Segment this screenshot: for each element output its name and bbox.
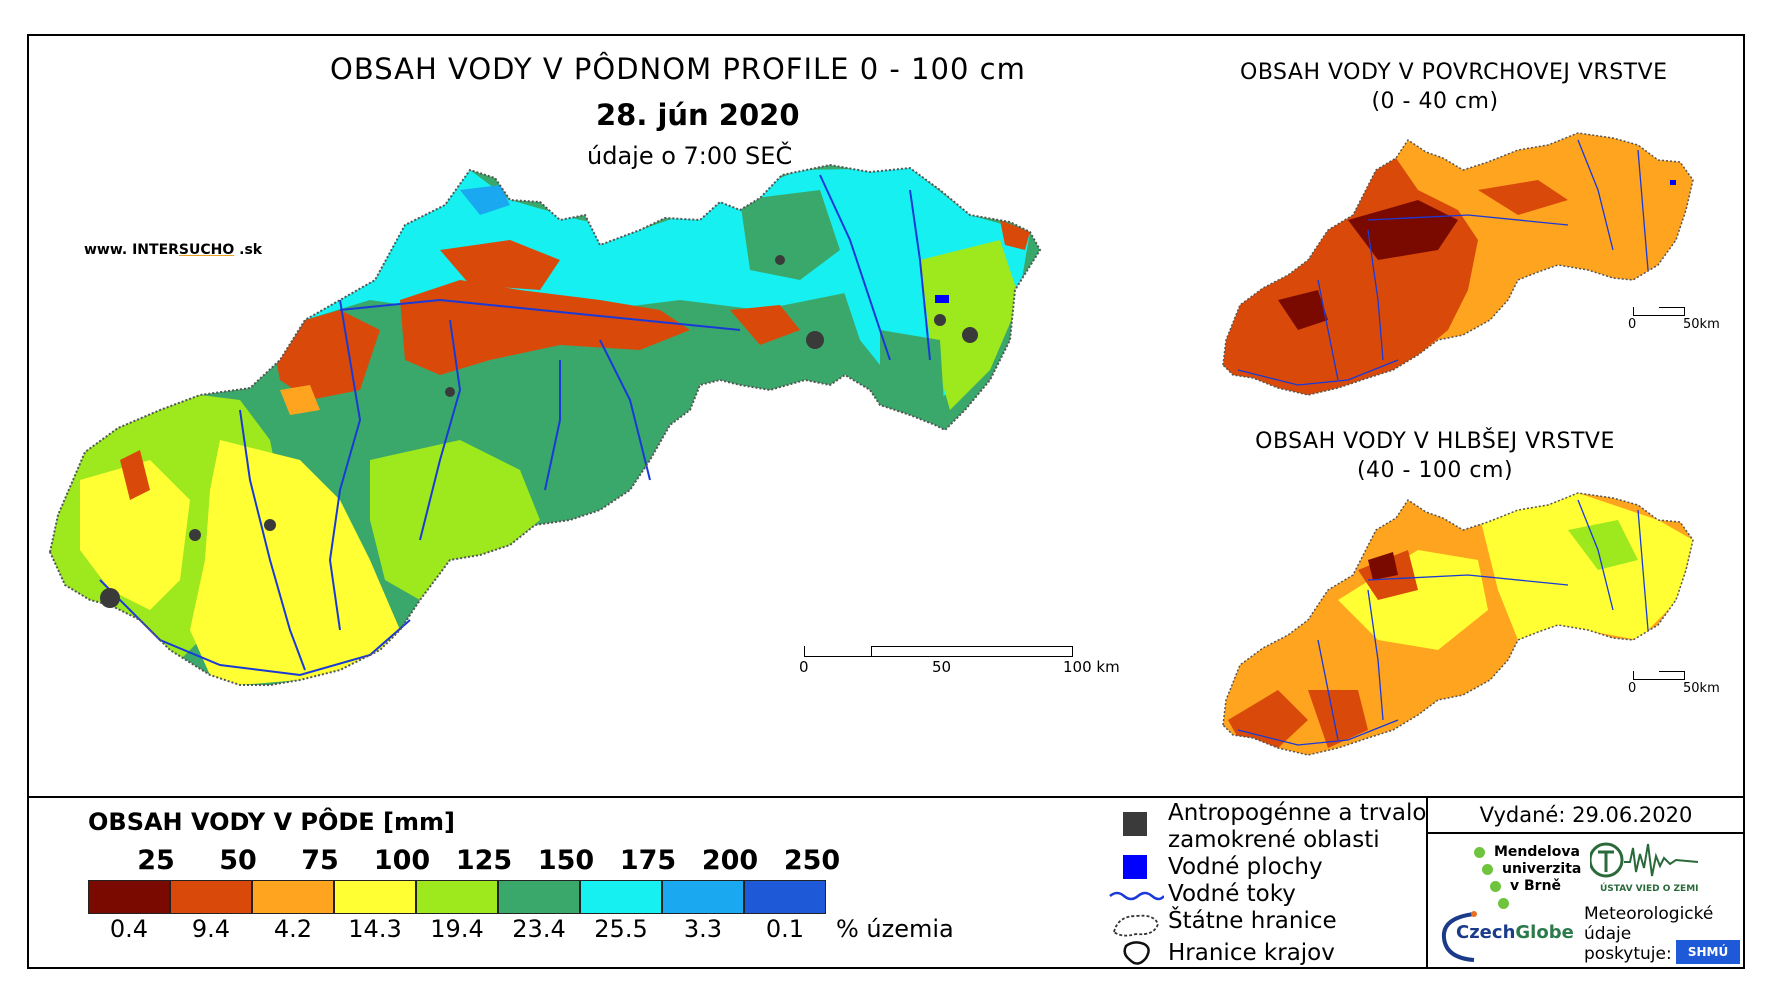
main-scale-50: 50 <box>932 658 952 676</box>
main-scale-bar <box>804 646 1073 657</box>
main-scale-0: 0 <box>799 658 809 676</box>
legend-percent: 14.3 <box>348 915 402 943</box>
legend-threshold: 250 <box>783 845 841 876</box>
inset-surface-scale <box>1633 307 1685 316</box>
inset-deep-scale <box>1633 671 1685 680</box>
inset-surface-scale-0: 0 <box>1628 317 1637 332</box>
legend-swatch <box>88 880 170 914</box>
meteo-line1: Meteorologické <box>1584 904 1714 924</box>
legend-threshold: 100 <box>373 845 431 876</box>
czechglobe-a: Czech <box>1456 922 1516 943</box>
legend-threshold: 75 <box>301 845 339 876</box>
key-regions: Hranice krajov <box>1168 940 1335 966</box>
legend-swatch <box>662 880 744 914</box>
water-swatch <box>1123 855 1147 879</box>
czechglobe-b: Globe <box>1515 922 1574 943</box>
legend-swatch <box>252 880 334 914</box>
legend-percent: 4.2 <box>273 915 313 943</box>
inset-surface-title-1: OBSAH VODY V POVRCHOVEJ VRSTVE <box>1240 60 1668 85</box>
website-label[interactable]: www. INTERSUCHO .sk <box>84 242 262 258</box>
inset-surface-map <box>1218 130 1738 410</box>
map-frame <box>27 34 1745 969</box>
legend-swatch <box>498 880 580 914</box>
inset-deep-map <box>1218 490 1738 770</box>
main-scale-100: 100 km <box>1063 658 1120 676</box>
info-divider <box>1426 796 1428 969</box>
river-symbol <box>1109 891 1164 901</box>
czechglobe-arc-icon <box>1441 911 1477 962</box>
inset-deep-title-2: (40 - 100 cm) <box>1356 458 1514 483</box>
time-subtitle: údaje o 7:00 SEČ <box>587 142 793 170</box>
inset-surface-title-2: (0 - 40 cm) <box>1371 89 1499 114</box>
mendel-line3: v Brně <box>1510 878 1562 894</box>
legend-threshold: 125 <box>455 845 513 876</box>
legend-divider <box>27 796 1745 798</box>
website-suffix: .sk <box>234 242 263 258</box>
legend-percent: 23.4 <box>512 915 566 943</box>
legend-percent: 0.4 <box>109 915 149 943</box>
mendel-logo[interactable]: Mendelova univerzita v Brně <box>1470 842 1590 912</box>
main-map <box>40 160 1190 790</box>
date-title: 28. jún 2020 <box>596 98 800 132</box>
shmu-logo[interactable]: SHMÚ <box>1676 940 1740 964</box>
legend-percent: 9.4 <box>191 915 231 943</box>
legend-threshold: 175 <box>619 845 677 876</box>
legend-percent: 25.5 <box>594 915 648 943</box>
region-symbol <box>1123 941 1150 965</box>
meteo-line3: poskytuje: <box>1584 944 1672 964</box>
inset-deep-title-1: OBSAH VODY V HLBŠEJ VRSTVE <box>1255 429 1615 454</box>
legend-percent: 19.4 <box>430 915 484 943</box>
inset-surface-scale-50: 50km <box>1683 317 1720 332</box>
inset-deep-scale-50: 50km <box>1683 681 1720 696</box>
legend-title: OBSAH VODY V PÔDE [mm] <box>88 808 456 836</box>
czechglobe-logo[interactable]: CzechGlobe <box>1438 908 1578 964</box>
border-symbol <box>1112 914 1159 937</box>
inset-deep-scale-0: 0 <box>1628 681 1637 696</box>
legend-threshold: 50 <box>219 845 257 876</box>
legend-swatch <box>580 880 662 914</box>
ustav-logo[interactable]: ÚSTAV VIED O ZEMI <box>1590 838 1702 900</box>
key-rivers: Vodné toky <box>1168 881 1296 907</box>
issued-divider <box>1426 832 1745 834</box>
mendel-line2: univerzita <box>1502 861 1582 877</box>
legend-percent: 3.3 <box>683 915 723 943</box>
key-urban-line1: Antropogénne a trvalo <box>1168 800 1427 826</box>
website-prefix: www. INTER <box>84 242 179 258</box>
key-water: Vodné plochy <box>1168 854 1323 880</box>
key-border: Štátne hranice <box>1168 908 1337 934</box>
shmu-text: SHMÚ <box>1687 945 1729 959</box>
issued-date: Vydané: 29.06.2020 <box>1479 803 1693 827</box>
website-highlight: SUCHO <box>178 242 235 258</box>
legend-threshold: 25 <box>137 845 175 876</box>
urban-swatch <box>1123 812 1147 836</box>
legend-percent: 0.1 <box>765 915 805 943</box>
legend-unit: % územia <box>836 915 954 943</box>
main-title: OBSAH VODY V PÔDNOM PROFILE 0 - 100 cm <box>330 52 1026 86</box>
key-urban-line2: zamokrené oblasti <box>1168 827 1380 853</box>
seismograph-icon <box>1590 842 1699 878</box>
meteo-line2: údaje <box>1584 924 1632 944</box>
legend-swatch <box>744 880 826 914</box>
legend-swatch <box>170 880 252 914</box>
legend-swatch <box>334 880 416 914</box>
ustav-text: ÚSTAV VIED O ZEMI <box>1600 884 1699 894</box>
legend-threshold: 200 <box>701 845 759 876</box>
legend-swatch <box>416 880 498 914</box>
mendel-line1: Mendelova <box>1494 844 1580 860</box>
legend-threshold: 150 <box>537 845 595 876</box>
